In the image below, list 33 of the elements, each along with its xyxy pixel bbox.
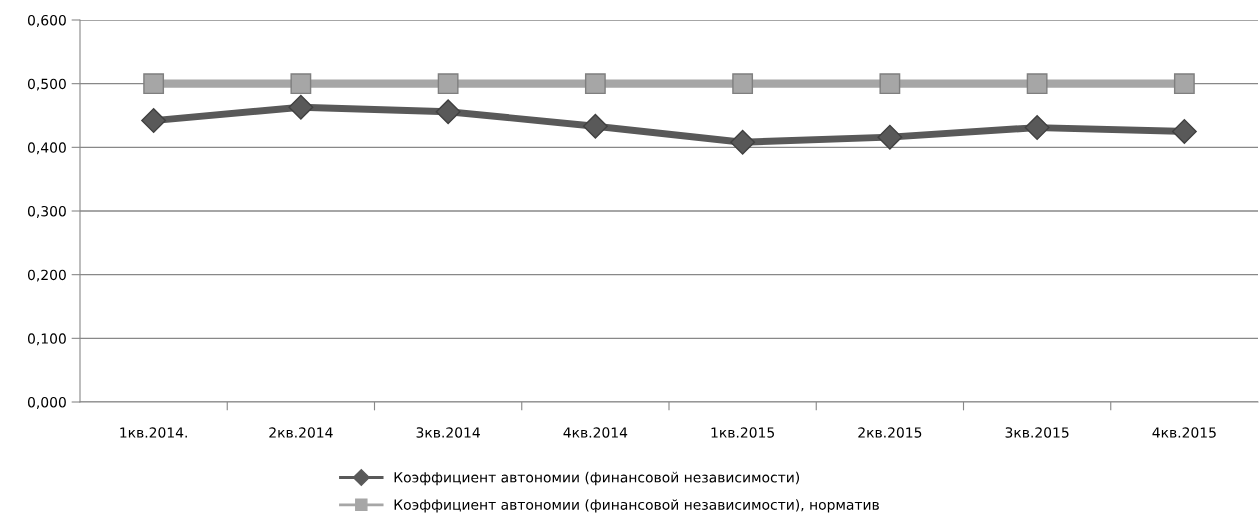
point bbox=[435, 99, 461, 125]
point bbox=[732, 73, 754, 95]
point bbox=[1171, 118, 1197, 144]
legend-label: Коэффициент автономии (финансовой независимости) bbox=[394, 471, 800, 486]
point bbox=[1024, 115, 1050, 141]
point bbox=[879, 73, 901, 95]
point bbox=[437, 73, 459, 95]
point bbox=[1026, 73, 1048, 95]
point bbox=[877, 124, 903, 150]
point bbox=[290, 73, 312, 95]
y-tick-label: 0,100 bbox=[27, 333, 66, 346]
y-tick-label: 0,600 bbox=[27, 14, 66, 27]
y-tick-label: 0,300 bbox=[27, 205, 66, 218]
x-tick-label: 3кв.2014 bbox=[416, 427, 480, 438]
point bbox=[582, 113, 608, 139]
legend-label: Коэффициент автономии (финансовой независимости), норматив bbox=[394, 499, 879, 513]
x-tick-label: 3кв.2015 bbox=[1005, 427, 1069, 438]
x-tick-label: 1кв.2014. bbox=[120, 427, 187, 438]
point bbox=[584, 73, 606, 95]
x-tick-label: 4кв.2015 bbox=[1152, 427, 1216, 438]
y-tick-label: 0,200 bbox=[27, 269, 66, 282]
x-tick-label: 2кв.2014 bbox=[269, 427, 333, 438]
y-tick-label: 0,400 bbox=[27, 142, 66, 155]
x-tick-label: 1кв.2015 bbox=[711, 427, 774, 438]
point bbox=[1173, 73, 1195, 95]
x-tick-label: 4кв.2014 bbox=[563, 427, 628, 438]
point bbox=[730, 129, 756, 155]
point bbox=[141, 108, 167, 134]
x-tick-label: 2кв.2015 bbox=[858, 427, 922, 438]
y-tick-label: 0,500 bbox=[27, 78, 66, 91]
point bbox=[288, 94, 314, 120]
point bbox=[143, 73, 165, 95]
y-tick-label: 0,000 bbox=[27, 396, 66, 409]
